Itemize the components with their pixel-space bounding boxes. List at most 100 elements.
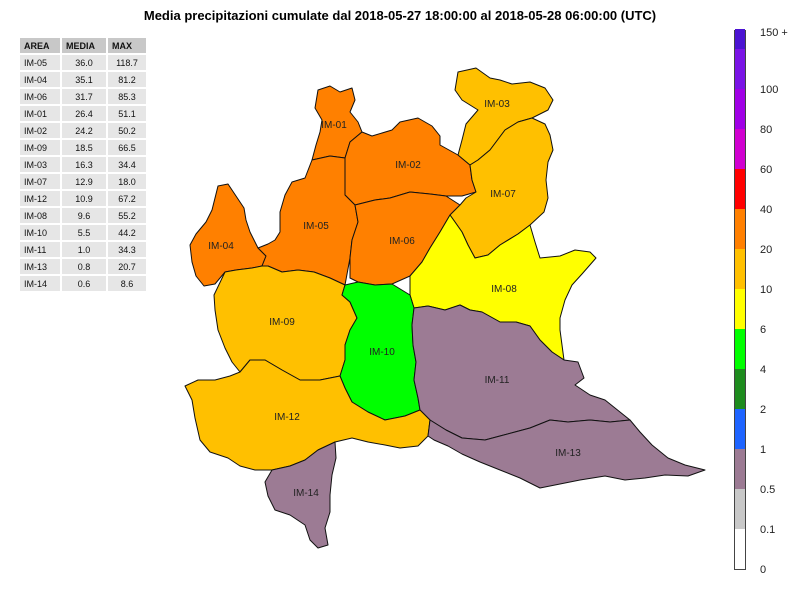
cell-area: IM-02	[20, 123, 60, 138]
region-im-11[interactable]	[411, 304, 631, 441]
region-label-im-10: IM-10	[369, 347, 395, 358]
legend-label: 1	[760, 444, 767, 456]
legend-swatch	[735, 129, 745, 169]
legend-swatch	[735, 289, 745, 329]
cell-area: IM-12	[20, 191, 60, 206]
region-im-14[interactable]	[264, 441, 337, 549]
legend-label: 4	[760, 364, 767, 376]
table-row: IM-10 5.5 44.2	[20, 225, 146, 240]
cell-media: 1.0	[62, 242, 106, 257]
legend-label: 0	[760, 564, 767, 576]
region-label-im-05: IM-05	[303, 221, 329, 232]
region-label-im-06: IM-06	[389, 236, 415, 247]
table-row: IM-07 12.9 18.0	[20, 174, 146, 189]
map-title: Media precipitazioni cumulate dal 2018-0…	[143, 8, 657, 23]
table-row: IM-13 0.8 20.7	[20, 259, 146, 274]
legend-label: 0.1	[760, 524, 776, 536]
region-label-im-03: IM-03	[484, 99, 510, 110]
region-label-im-11: IM-11	[485, 375, 510, 386]
legend-swatch	[735, 489, 745, 529]
legend-label: 2	[760, 404, 767, 416]
cell-max: 34.3	[108, 242, 146, 257]
legend-label: 0.5	[760, 484, 776, 496]
table-row: IM-14 0.6 8.6	[20, 276, 146, 291]
region-im-12[interactable]	[184, 359, 431, 471]
table-row: IM-02 24.2 50.2	[20, 123, 146, 138]
cell-max: 18.0	[108, 174, 146, 189]
legend-swatch	[735, 369, 745, 409]
legend-label: 100	[760, 84, 779, 96]
legend-swatch	[735, 49, 745, 89]
table-row: IM-09 18.5 66.5	[20, 140, 146, 155]
cell-media: 12.9	[62, 174, 106, 189]
legend-swatch	[735, 449, 745, 489]
legend-swatch	[735, 29, 745, 49]
region-label-im-07: IM-07	[490, 189, 516, 200]
region-label-im-09: IM-09	[269, 317, 295, 328]
region-label-im-02: IM-02	[395, 160, 421, 171]
legend-label: 80	[760, 124, 773, 136]
cell-area: IM-05	[20, 55, 60, 70]
region-label-im-13: IM-13	[555, 448, 581, 459]
cell-media: 36.0	[62, 55, 106, 70]
cell-media: 16.3	[62, 157, 106, 172]
cell-media: 31.7	[62, 89, 106, 104]
cell-max: 34.4	[108, 157, 146, 172]
cell-max: 67.2	[108, 191, 146, 206]
cell-media: 0.6	[62, 276, 106, 291]
table-row: IM-06 31.7 85.3	[20, 89, 146, 104]
cell-area: IM-03	[20, 157, 60, 172]
column-header-media: MEDIA	[62, 38, 106, 53]
cell-area: IM-10	[20, 225, 60, 240]
table-row: IM-03 16.3 34.4	[20, 157, 146, 172]
legend-label: 150 +	[760, 27, 788, 39]
cell-max: 85.3	[108, 89, 146, 104]
table-row: IM-11 1.0 34.3	[20, 242, 146, 257]
table-row: IM-08 9.6 55.2	[20, 208, 146, 223]
table-header-row: AREA MEDIA MAX	[20, 38, 146, 53]
cell-max: 66.5	[108, 140, 146, 155]
cell-area: IM-08	[20, 208, 60, 223]
cell-max: 50.2	[108, 123, 146, 138]
legend-swatch	[735, 89, 745, 129]
legend-swatch	[735, 209, 745, 249]
region-im-13[interactable]	[427, 419, 706, 489]
legend-label: 20	[760, 244, 773, 256]
cell-media: 0.8	[62, 259, 106, 274]
table-row: IM-01 26.4 51.1	[20, 106, 146, 121]
cell-area: IM-06	[20, 89, 60, 104]
legend-swatch	[735, 249, 745, 289]
region-label-im-14: IM-14	[293, 488, 319, 499]
cell-area: IM-09	[20, 140, 60, 155]
table-row: IM-12 10.9 67.2	[20, 191, 146, 206]
cell-max: 118.7	[108, 55, 146, 70]
cell-media: 26.4	[62, 106, 106, 121]
cell-media: 24.2	[62, 123, 106, 138]
cell-area: IM-11	[20, 242, 60, 257]
cell-area: IM-07	[20, 174, 60, 189]
table-row: IM-05 36.0 118.7	[20, 55, 146, 70]
cell-area: IM-14	[20, 276, 60, 291]
cell-area: IM-13	[20, 259, 60, 274]
region-label-im-12: IM-12	[274, 412, 300, 423]
cell-max: 51.1	[108, 106, 146, 121]
cell-media: 9.6	[62, 208, 106, 223]
cell-media: 35.1	[62, 72, 106, 87]
cell-area: IM-04	[20, 72, 60, 87]
cell-max: 8.6	[108, 276, 146, 291]
legend-label: 60	[760, 164, 773, 176]
column-header-area: AREA	[20, 38, 60, 53]
cell-media: 18.5	[62, 140, 106, 155]
cell-area: IM-01	[20, 106, 60, 121]
region-label-im-01: IM-01	[321, 120, 347, 131]
region-label-im-08: IM-08	[491, 284, 517, 295]
cell-media: 10.9	[62, 191, 106, 206]
legend-swatch	[735, 169, 745, 209]
cell-media: 5.5	[62, 225, 106, 240]
color-scale-legend	[734, 29, 746, 570]
legend-label: 40	[760, 204, 773, 216]
table-row: IM-04 35.1 81.2	[20, 72, 146, 87]
legend-swatch	[735, 329, 745, 369]
legend-label: 10	[760, 284, 773, 296]
